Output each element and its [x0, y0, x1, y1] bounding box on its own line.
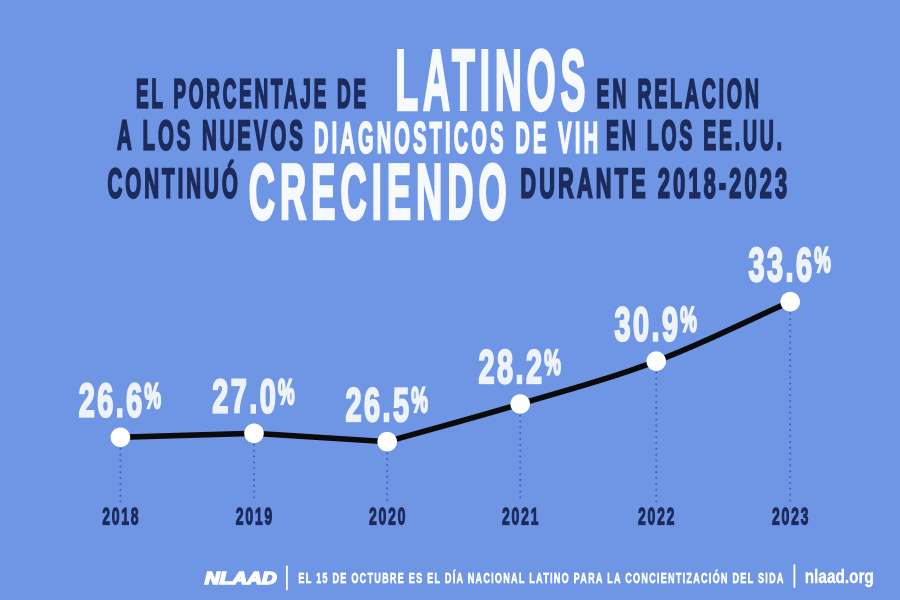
- svg-text:28.2: 28.2: [479, 340, 545, 393]
- svg-text:EL PORCENTAJE DE: EL PORCENTAJE DE: [136, 70, 369, 116]
- svg-text:DIAGNOSTICOS DE VIH: DIAGNOSTICOS DE VIH: [314, 114, 601, 163]
- svg-text:%: %: [680, 301, 697, 340]
- svg-text:%: %: [411, 381, 428, 420]
- svg-text:EN LOS EE.UU.: EN LOS EE.UU.: [606, 111, 785, 158]
- svg-text:26.6: 26.6: [79, 373, 145, 426]
- svg-text:2023: 2023: [772, 504, 810, 531]
- svg-text:CONTINUÓ: CONTINUÓ: [108, 160, 241, 207]
- svg-text:2022: 2022: [638, 504, 676, 531]
- svg-text:nlaad.org: nlaad.org: [805, 566, 874, 588]
- svg-text:2019: 2019: [236, 504, 274, 531]
- svg-text:33.6: 33.6: [749, 238, 815, 291]
- svg-text:EL 15 DE OCTUBRE ES EL DÍA NAC: EL 15 DE OCTUBRE ES EL DÍA NACIONAL LATI…: [298, 569, 784, 587]
- svg-text:26.5: 26.5: [346, 378, 412, 431]
- svg-text:2021: 2021: [502, 504, 540, 531]
- svg-text:LATINOS: LATINOS: [395, 33, 590, 128]
- svg-text:%: %: [814, 241, 831, 280]
- svg-text:2020: 2020: [369, 504, 407, 531]
- svg-text:%: %: [278, 373, 295, 412]
- svg-text:27.0: 27.0: [212, 369, 278, 422]
- svg-text:DURANTE 2018-2023: DURANTE 2018-2023: [520, 160, 790, 207]
- svg-text:%: %: [544, 344, 561, 383]
- svg-text:2018: 2018: [102, 504, 140, 531]
- svg-text:EN RELACION: EN RELACION: [597, 70, 762, 116]
- svg-text:A LOS NUEVOS: A LOS NUEVOS: [117, 111, 306, 158]
- svg-text:%: %: [144, 377, 161, 416]
- svg-text:CRECIENDO: CRECIENDO: [249, 147, 512, 235]
- svg-text:NLAAD: NLAAD: [205, 568, 277, 588]
- svg-text:30.9: 30.9: [615, 297, 681, 350]
